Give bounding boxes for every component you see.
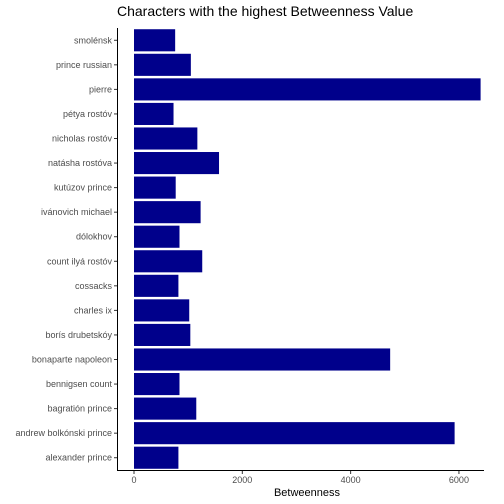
y-tick-label: andrew bolkónski prince <box>15 428 112 438</box>
bar <box>134 397 197 420</box>
bar <box>134 422 455 445</box>
bar <box>134 53 191 76</box>
y-tick-label: dólokhov <box>76 232 113 242</box>
bar <box>134 225 180 248</box>
y-tick-label: bennigsen count <box>46 379 113 389</box>
y-axis-ticks: smolénsk prince russian pierre pétya rostóv… <box>15 35 117 463</box>
bar <box>134 176 176 199</box>
bar <box>134 250 203 273</box>
y-tick-label: bagratión prince <box>47 404 112 414</box>
y-tick-label: kutúzov prince <box>54 183 112 193</box>
y-tick-label: pierre <box>89 84 112 94</box>
y-tick-label: smolénsk <box>74 35 113 45</box>
x-tick-label: 0 <box>131 475 136 485</box>
bar <box>134 299 190 322</box>
y-tick-label: nicholas rostóv <box>52 134 113 144</box>
y-tick-label: borís drubetskóy <box>45 330 112 340</box>
x-axis-title: Betweenness <box>274 487 341 499</box>
y-tick-label: charles ix <box>74 305 113 315</box>
x-tick-label: 2000 <box>232 475 252 485</box>
bar <box>134 29 176 52</box>
x-axis-ticks: 0 2000 4000 6000 <box>131 471 469 485</box>
y-tick-label: natásha rostóva <box>48 158 112 168</box>
x-tick-label: 4000 <box>341 475 361 485</box>
y-tick-label: cossacks <box>75 281 113 291</box>
bar <box>134 323 191 346</box>
bar <box>134 373 180 396</box>
x-tick-label: 6000 <box>449 475 469 485</box>
y-tick-label: count ilyá rostóv <box>47 256 113 266</box>
bar <box>134 78 481 101</box>
bar <box>134 446 179 469</box>
y-tick-label: bonaparte napoleon <box>32 355 112 365</box>
y-tick-label: ivánovich michael <box>41 207 112 217</box>
bar <box>134 348 391 371</box>
bars-group <box>134 29 481 469</box>
chart-title: Characters with the highest Betweenness … <box>117 3 413 19</box>
y-tick-label: pétya rostóv <box>63 109 113 119</box>
bar <box>134 274 179 297</box>
bar <box>134 201 201 224</box>
bar <box>134 102 174 125</box>
bar <box>134 152 220 175</box>
y-tick-label: prince russian <box>56 60 112 70</box>
y-tick-label: alexander prince <box>45 453 112 463</box>
bar <box>134 127 198 150</box>
